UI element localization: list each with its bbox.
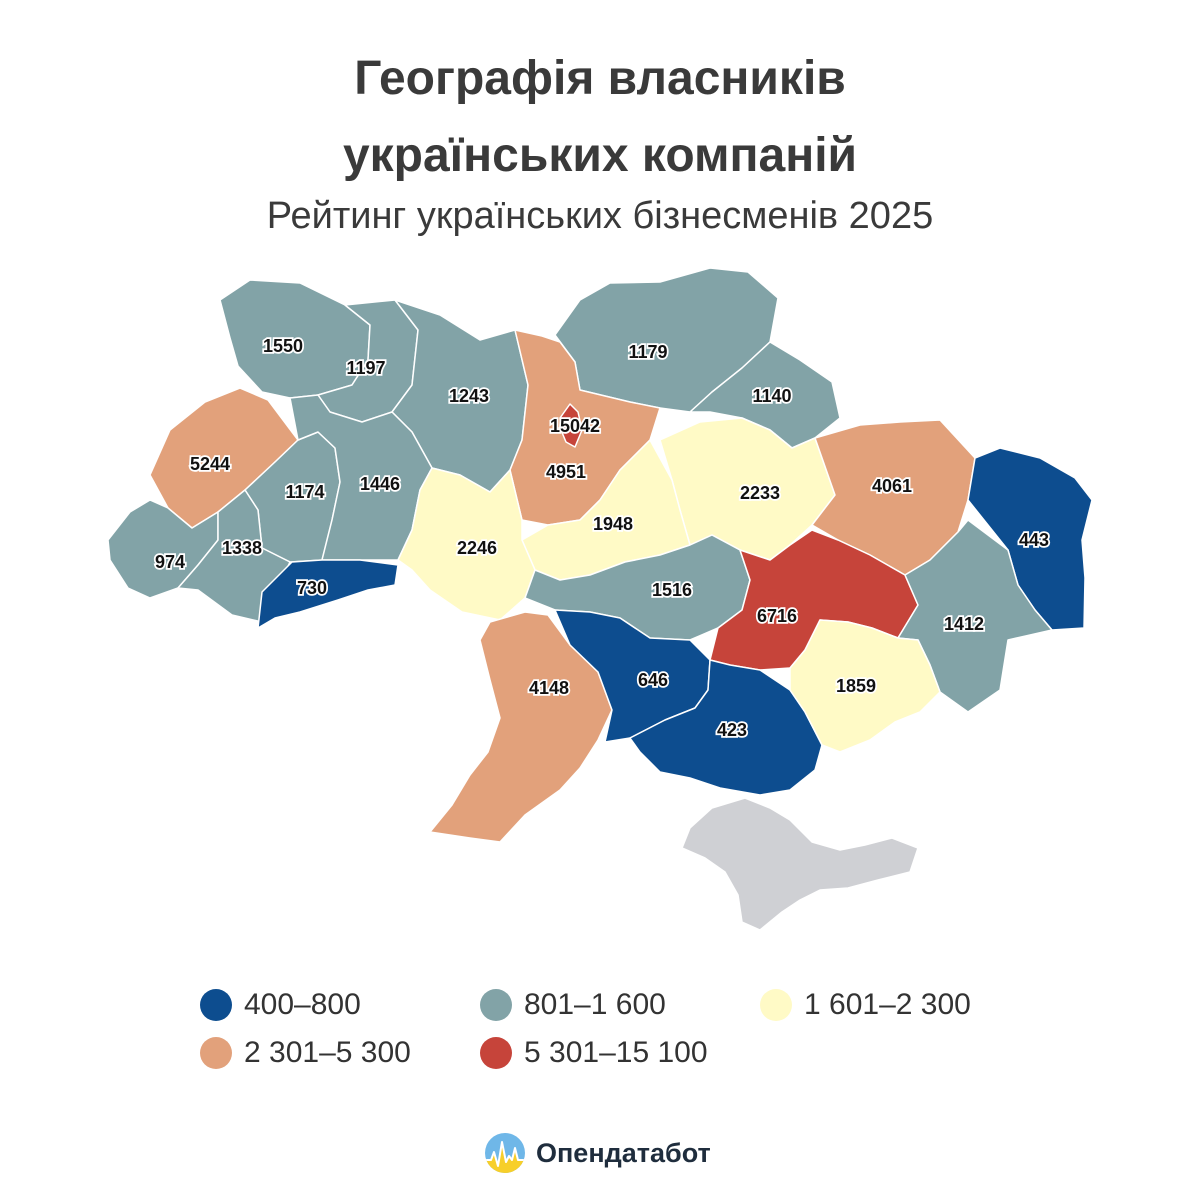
region-zaporizhzhia	[789, 619, 941, 753]
value-label-kyiv-oblast: 4951	[546, 462, 586, 482]
legend-item-3: 1 601–2 300	[760, 985, 971, 1025]
legend-label-5: 5 301–15 100	[524, 1036, 708, 1069]
value-label-khmelnytskyi: 1446	[360, 474, 400, 494]
page-title-line-1: Географія власників	[354, 52, 846, 105]
region-kyiv-city	[559, 403, 583, 448]
legend-label-1: 400–800	[244, 988, 361, 1021]
page-title-line-2: українських компаній	[342, 129, 858, 182]
value-label-kirovohrad: 1516	[652, 580, 692, 600]
labels-layer: 1550 1197 1243 1179 1140 5244 15042 4951…	[153, 334, 1051, 742]
region-chernivtsi	[257, 559, 399, 629]
value-label-rivne: 1197	[346, 358, 385, 378]
value-label-luhansk: 443	[1019, 530, 1049, 550]
legend-swatch-2	[480, 989, 512, 1021]
value-label-ivano-frankivsk: 1338	[222, 538, 262, 558]
value-label-cherkasy: 1948	[593, 514, 633, 534]
value-label-chernihiv: 1179	[628, 342, 667, 362]
value-label-lviv: 5244	[190, 454, 230, 474]
region-vinnytsia	[397, 467, 536, 621]
value-label-kherson: 423	[717, 720, 747, 740]
legend-label-3: 1 601–2 300	[804, 988, 971, 1021]
value-label-kharkiv: 4061	[872, 476, 912, 496]
value-label-donetsk: 1412	[944, 614, 984, 634]
legend: 400–800 801–1 600 1 601–2 300 2 301–5 30…	[200, 985, 1020, 1075]
value-label-dnipropetrovsk: 6716	[757, 606, 797, 626]
legend-item-2: 801–1 600	[480, 985, 666, 1025]
value-label-odesa: 4148	[529, 678, 569, 698]
legend-swatch-1	[200, 989, 232, 1021]
brand-name: Опендатабот	[536, 1137, 711, 1168]
value-label-zakarpattia: 974	[155, 552, 185, 572]
region-khmelnytskyi	[289, 394, 433, 561]
page-subtitle: Рейтинг українських бізнесменів 2025	[266, 195, 934, 237]
value-label-poltava: 2233	[740, 483, 780, 503]
legend-swatch-4	[200, 1037, 232, 1069]
legend-item-5: 5 301–15 100	[480, 1033, 708, 1073]
opendatabot-logo-icon	[485, 1133, 525, 1173]
value-label-kyiv-city: 15042	[550, 416, 600, 436]
legend-item-1: 400–800	[200, 985, 361, 1025]
value-label-zaporizhzhia: 1859	[836, 676, 876, 696]
legend-swatch-5	[480, 1037, 512, 1069]
legend-label-4: 2 301–5 300	[244, 1036, 411, 1069]
brand: Опендатабот	[484, 1130, 711, 1176]
value-label-volyn: 1550	[263, 336, 303, 356]
value-label-chernivtsi: 730	[297, 578, 327, 598]
legend-label-2: 801–1 600	[524, 988, 666, 1021]
regions-layer	[107, 267, 1093, 931]
legend-item-4: 2 301–5 300	[200, 1033, 411, 1073]
region-kherson	[629, 659, 823, 796]
value-label-zhytomyr: 1243	[449, 386, 489, 406]
legend-swatch-3	[760, 989, 792, 1021]
region-crimea	[681, 797, 919, 931]
value-label-mykolaiv: 646	[638, 670, 668, 690]
value-label-vinnytsia: 2246	[457, 538, 497, 558]
value-label-ternopil: 1174	[285, 482, 324, 502]
value-label-sumy: 1140	[752, 386, 791, 406]
